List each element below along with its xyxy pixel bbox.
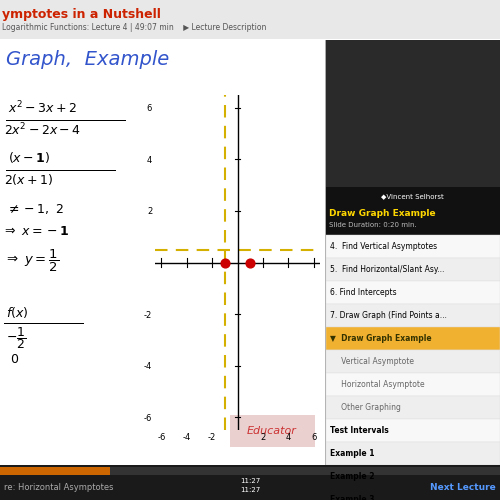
- Text: Slide Duration: 0:20 min.: Slide Duration: 0:20 min.: [329, 222, 417, 228]
- Text: 7. Draw Graph (Find Points a...: 7. Draw Graph (Find Points a...: [330, 311, 447, 320]
- Text: 5.  Find Horizontal/Slant Asy...: 5. Find Horizontal/Slant Asy...: [330, 265, 444, 274]
- Text: $0$: $0$: [10, 353, 19, 366]
- Text: Test Intervals: Test Intervals: [330, 426, 389, 435]
- Text: Educator: Educator: [247, 426, 297, 436]
- Bar: [326, 488, 500, 500]
- Bar: [230, 415, 315, 447]
- Bar: [0, 40, 325, 465]
- Text: $x^2 - 3x + 2$: $x^2 - 3x + 2$: [8, 100, 77, 116]
- Text: Example 2: Example 2: [330, 472, 374, 481]
- Bar: [6, 170, 116, 171]
- Text: 6. Find Intercepts: 6. Find Intercepts: [330, 288, 396, 297]
- Bar: [326, 205, 500, 235]
- Point: [221, 258, 229, 266]
- Bar: [326, 419, 500, 442]
- Point: [246, 258, 254, 266]
- Text: 11:27: 11:27: [240, 487, 260, 493]
- Text: Draw Graph Example: Draw Graph Example: [329, 209, 436, 218]
- Text: 4.  Find Vertical Asymptotes: 4. Find Vertical Asymptotes: [330, 242, 437, 251]
- Bar: [326, 187, 500, 205]
- Bar: [326, 327, 500, 350]
- Text: Graph,  Example: Graph, Example: [6, 50, 169, 69]
- Bar: [326, 281, 500, 304]
- Text: Example 1: Example 1: [330, 449, 374, 458]
- Bar: [6, 120, 126, 121]
- Bar: [326, 396, 500, 419]
- Bar: [0, 465, 500, 500]
- Bar: [325, 40, 500, 465]
- Bar: [326, 258, 500, 281]
- Bar: [326, 304, 500, 327]
- Text: $\Rightarrow\ y = \dfrac{1}{2}$: $\Rightarrow\ y = \dfrac{1}{2}$: [4, 248, 59, 274]
- Bar: [326, 465, 500, 488]
- Bar: [0, 467, 110, 475]
- Bar: [0, 39, 500, 40]
- Text: Horizontal Asymptote: Horizontal Asymptote: [334, 380, 424, 389]
- Bar: [326, 350, 500, 373]
- Text: $\Rightarrow\ x = -\mathbf{1}$: $\Rightarrow\ x = -\mathbf{1}$: [2, 225, 70, 238]
- Text: Other Graphing: Other Graphing: [334, 403, 401, 412]
- Text: ◆Vincent Selhorst: ◆Vincent Selhorst: [381, 193, 444, 199]
- Bar: [326, 373, 500, 396]
- Text: Next Lecture: Next Lecture: [430, 483, 496, 492]
- Text: Logarithmic Functions: Lecture 4 | 49:07 min    ▶ Lecture Description: Logarithmic Functions: Lecture 4 | 49:07…: [2, 23, 266, 32]
- Text: 11:27: 11:27: [240, 478, 260, 484]
- Text: $2(x + 1)$: $2(x + 1)$: [4, 172, 54, 187]
- Text: $f(x)$: $f(x)$: [6, 305, 28, 320]
- Bar: [4, 323, 84, 324]
- Text: $-\dfrac{1}{2}$: $-\dfrac{1}{2}$: [6, 325, 26, 351]
- Text: Example 3: Example 3: [330, 495, 374, 500]
- Text: Vertical Asymptote: Vertical Asymptote: [334, 357, 414, 366]
- Bar: [326, 40, 500, 205]
- Text: $2x^2 - 2x - 4$: $2x^2 - 2x - 4$: [4, 122, 81, 138]
- Bar: [0, 467, 500, 475]
- Bar: [0, 0, 500, 40]
- Text: $\neq -1,\ 2$: $\neq -1,\ 2$: [6, 202, 64, 216]
- Bar: [325, 40, 326, 465]
- Bar: [326, 235, 500, 258]
- Text: $(x - \mathbf{1})$: $(x - \mathbf{1})$: [8, 150, 50, 165]
- Text: ymptotes in a Nutshell: ymptotes in a Nutshell: [2, 8, 161, 21]
- Text: re: Horizontal Asymptotes: re: Horizontal Asymptotes: [4, 483, 114, 492]
- Text: ▼  Draw Graph Example: ▼ Draw Graph Example: [330, 334, 432, 343]
- Bar: [326, 442, 500, 465]
